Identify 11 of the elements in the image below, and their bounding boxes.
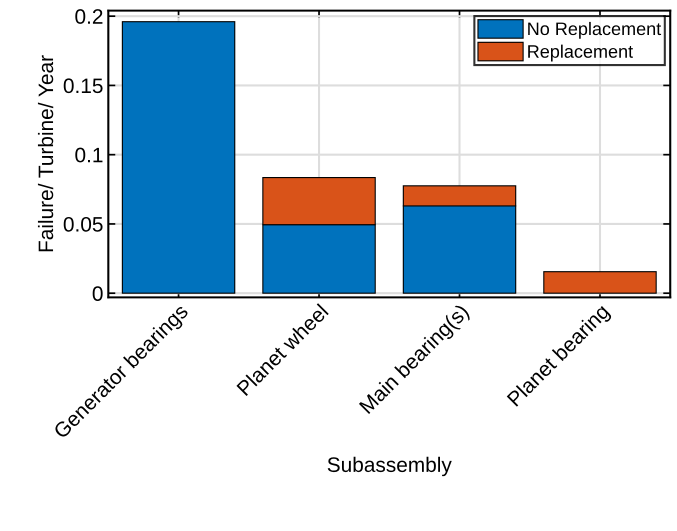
y-tick-label: 0.2 bbox=[75, 9, 102, 24]
y-tick-label: 0.15 bbox=[64, 78, 103, 94]
y-axis-title: Failure/ Turbine/ Year bbox=[38, 55, 54, 252]
bar bbox=[122, 21, 236, 294]
bar bbox=[543, 271, 657, 294]
y-tick-label: 0.05 bbox=[64, 216, 103, 232]
y-tick-label: 0 bbox=[92, 286, 103, 301]
x-axis-title: Subassembly bbox=[328, 456, 452, 476]
y-tick-label: 0.1 bbox=[75, 148, 102, 162]
legend-label: No Replacement bbox=[528, 22, 662, 39]
legend-label: Replacement bbox=[528, 44, 633, 62]
